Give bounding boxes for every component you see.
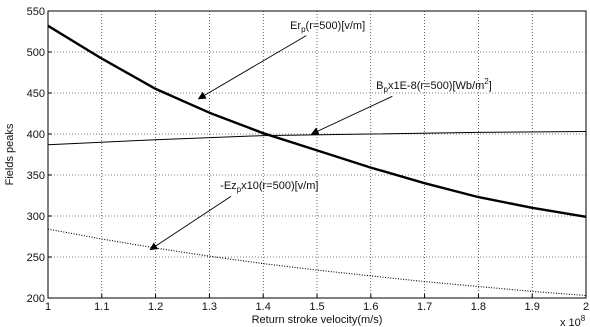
y-tick-label: 450 (27, 88, 45, 100)
annotation-text-part: x1E-8(r=500)[Wb/m (388, 80, 484, 92)
x-tick-label: 2 (583, 301, 589, 313)
y-tick-label: 250 (27, 252, 45, 264)
x-tick-label: 1.6 (363, 301, 378, 313)
x-tick-label: 1.5 (309, 301, 324, 313)
annotation-arrow-2 (310, 95, 393, 135)
series-line-1 (47, 24, 587, 218)
x-tick-label: 1 (45, 301, 51, 313)
y-tick-label: 400 (27, 129, 45, 141)
x-tick-label: 1.8 (471, 301, 486, 313)
y-tick-label: 300 (27, 211, 45, 223)
annotation-label-1: Erp(r=500)[v/m] (290, 20, 365, 34)
grid-lines (47, 10, 587, 299)
annotation-text-part: 2 (484, 77, 489, 86)
annotation-text-part: p (301, 25, 306, 34)
annotation-text-part: (r=500)[v/m] (306, 20, 366, 32)
x-tick-label: 1.1 (94, 301, 109, 313)
x-tick-label: 1.7 (417, 301, 432, 313)
x-multiplier-exponent: 8 (581, 314, 586, 323)
series-line-3 (47, 228, 587, 297)
annotation-text-part: Er (290, 20, 301, 32)
annotation-text-part: ] (489, 80, 492, 92)
x-tick-label: 1.4 (256, 301, 271, 313)
y-tick-label: 550 (27, 6, 45, 18)
axis-ticks: 1 1.1 1.2 1.3 1.4 1.5 1.6 1.7 1.8 1.9 2 200 250 300 35… (27, 6, 589, 313)
annotation-text-part: -Ez (220, 180, 237, 192)
annotation-text-part: x10(r=500)[v/m] (241, 180, 318, 192)
x-axis-multiplier: x 108 (560, 314, 586, 327)
annotation-text-part: p (237, 185, 242, 194)
annotation-text-part: p (384, 85, 389, 94)
x-tick-label: 1.3 (202, 301, 217, 313)
y-tick-label: 500 (27, 47, 45, 59)
x-tick-label: 1.9 (525, 301, 540, 313)
annotation-arrow-1 (197, 35, 307, 100)
y-axis-label: Fields peaks (4, 123, 16, 185)
annotation-text-part: B (376, 80, 383, 92)
annotations: Erp(r=500)[v/m]Bpx1E-8(r=500)[Wb/m2]-Ezp… (149, 20, 492, 251)
series-line-2 (47, 131, 587, 146)
annotation-label-2: Bpx1E-8(r=500)[Wb/m2] (376, 77, 492, 94)
annotation-label-3: -Ezpx10(r=500)[v/m] (220, 180, 318, 194)
annotation-arrow-3 (149, 195, 232, 251)
x-tick-label: 1.2 (148, 301, 163, 313)
x-multiplier-base: x 10 (560, 317, 581, 327)
y-tick-label: 350 (27, 170, 45, 182)
series-lines (47, 24, 587, 297)
x-axis-label: Return stroke velocity(m/s) (252, 314, 383, 326)
y-tick-label: 200 (27, 293, 45, 305)
